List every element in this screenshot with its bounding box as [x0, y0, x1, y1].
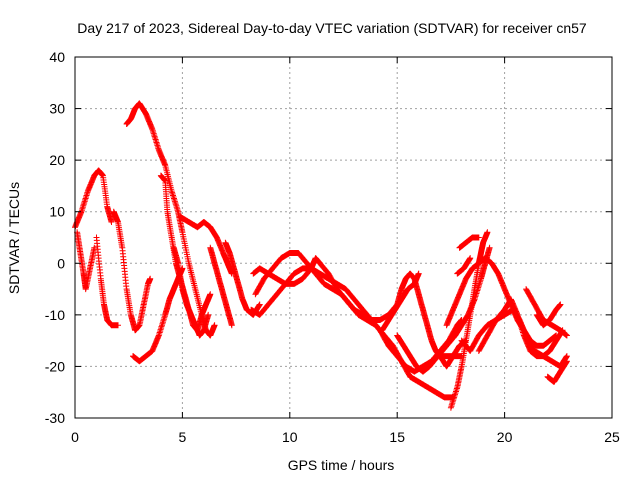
x-tick-label: 5 [179, 429, 187, 445]
data-series-s6 [130, 265, 186, 365]
y-tick-label: 40 [49, 49, 65, 65]
data-series-s3 [93, 234, 121, 329]
y-tick-label: 10 [49, 204, 65, 220]
data-series-s5 [123, 100, 218, 339]
data-series-s15 [379, 270, 422, 334]
grid [75, 57, 612, 418]
data-series-s21 [523, 286, 570, 339]
x-tick-label: 15 [389, 429, 405, 445]
data-series-s1 [72, 167, 115, 231]
x-tick-label: 20 [497, 429, 513, 445]
x-axis-label: GPS time / hours [288, 457, 395, 473]
x-tick-label: 0 [71, 429, 79, 445]
data-series-s4 [110, 208, 154, 334]
y-axis-label: SDTVAR / TECUs [6, 182, 22, 294]
ticks: 0 5 10 15 20 25 -30 -20 -10 0 10 20 30 40 [45, 49, 620, 445]
data-series-s2 [74, 229, 98, 293]
x-tick-label: 25 [604, 429, 620, 445]
y-tick-label: -10 [45, 307, 65, 323]
chart-title: Day 217 of 2023, Sidereal Day-to-day VTE… [77, 20, 587, 36]
y-tick-label: 20 [49, 152, 65, 168]
y-tick-label: 30 [49, 101, 65, 117]
series-layer [72, 100, 570, 411]
data-series-s24 [437, 337, 469, 370]
data-series-s22 [544, 358, 570, 385]
data-series-s8 [177, 213, 235, 277]
y-tick-label: 0 [57, 255, 65, 271]
data-series-s25 [454, 255, 474, 277]
data-series-s9 [170, 244, 212, 339]
plot-frame [74, 56, 613, 419]
x-tick-label: 10 [282, 429, 298, 445]
y-tick-label: -20 [45, 358, 65, 374]
data-series-s20 [458, 306, 570, 370]
data-series-s10 [207, 244, 235, 329]
y-tick-label: -30 [45, 410, 65, 426]
data-series-s23 [533, 301, 564, 329]
data-series-s26 [456, 234, 482, 251]
